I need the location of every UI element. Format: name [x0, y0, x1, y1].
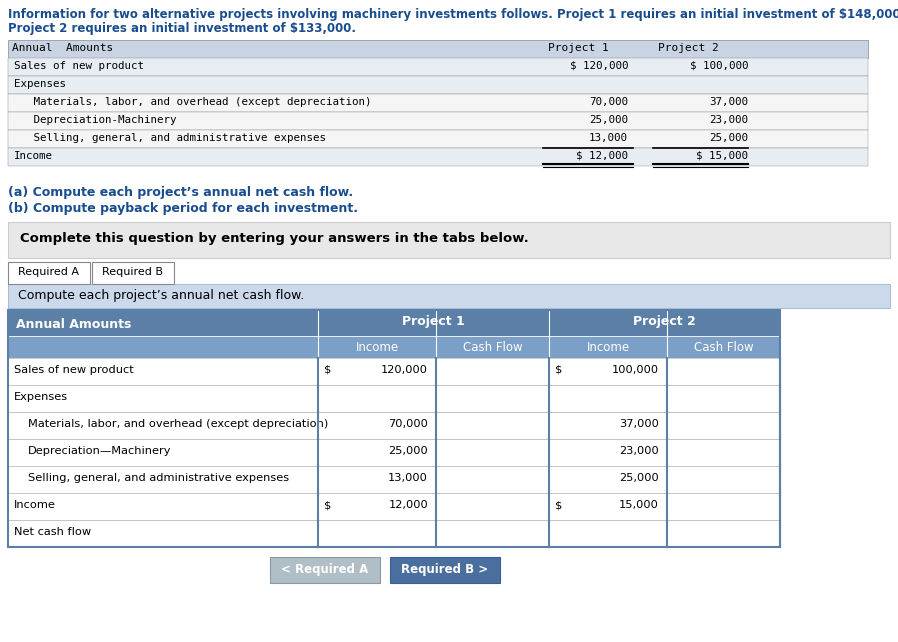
- Text: 13,000: 13,000: [589, 133, 628, 143]
- Text: 25,000: 25,000: [709, 133, 748, 143]
- Text: Selling, general, and administrative expenses: Selling, general, and administrative exp…: [28, 473, 289, 483]
- Bar: [8, 284, 890, 308]
- Text: 37,000: 37,000: [709, 97, 748, 107]
- Text: 120,000: 120,000: [381, 365, 428, 375]
- Text: Annual Amounts: Annual Amounts: [16, 318, 131, 331]
- Text: Annual  Amounts: Annual Amounts: [12, 43, 113, 53]
- Text: $: $: [324, 500, 331, 510]
- Text: (a) Compute each project’s annual net cash flow.: (a) Compute each project’s annual net ca…: [8, 186, 353, 199]
- Text: $: $: [555, 365, 562, 375]
- Text: Sales of new product: Sales of new product: [14, 61, 144, 71]
- Text: 25,000: 25,000: [388, 446, 428, 456]
- Bar: [92, 262, 174, 284]
- Text: 70,000: 70,000: [388, 419, 428, 429]
- Text: 37,000: 37,000: [619, 419, 659, 429]
- Text: $ 120,000: $ 120,000: [569, 61, 628, 71]
- Text: Expenses: Expenses: [14, 392, 68, 402]
- Text: Cash Flow: Cash Flow: [693, 341, 753, 354]
- Text: 25,000: 25,000: [589, 115, 628, 125]
- Text: Net cash flow: Net cash flow: [14, 527, 91, 537]
- Text: 25,000: 25,000: [620, 473, 659, 483]
- Text: $: $: [555, 500, 562, 510]
- Bar: [8, 112, 868, 130]
- Bar: [8, 222, 890, 258]
- Text: Sales of new product: Sales of new product: [14, 365, 134, 375]
- Bar: [8, 493, 780, 520]
- Text: 12,000: 12,000: [388, 500, 428, 510]
- Text: 70,000: 70,000: [589, 97, 628, 107]
- Bar: [8, 58, 868, 76]
- Bar: [8, 466, 780, 493]
- Text: $ 100,000: $ 100,000: [690, 61, 748, 71]
- Text: Project 1: Project 1: [402, 315, 465, 328]
- Text: $ 15,000: $ 15,000: [696, 151, 748, 161]
- Text: Information for two alternative projects involving machinery investments follows: Information for two alternative projects…: [8, 8, 898, 21]
- Text: Depreciation—Machinery: Depreciation—Machinery: [28, 446, 172, 456]
- Bar: [8, 385, 780, 412]
- Text: Cash Flow: Cash Flow: [462, 341, 523, 354]
- Text: Required A: Required A: [19, 267, 80, 277]
- Text: (b) Compute payback period for each investment.: (b) Compute payback period for each inve…: [8, 202, 358, 215]
- Text: Required B: Required B: [102, 267, 163, 277]
- Text: Materials, labor, and overhead (except depreciation): Materials, labor, and overhead (except d…: [28, 419, 329, 429]
- Bar: [8, 439, 780, 466]
- Text: Compute each project’s annual net cash flow.: Compute each project’s annual net cash f…: [18, 289, 304, 302]
- Bar: [8, 310, 780, 547]
- Text: 100,000: 100,000: [612, 365, 659, 375]
- Text: Project 1: Project 1: [548, 43, 609, 53]
- Text: 15,000: 15,000: [619, 500, 659, 510]
- Bar: [8, 358, 780, 385]
- Bar: [8, 336, 780, 358]
- Text: Materials, labor, and overhead (except depreciation): Materials, labor, and overhead (except d…: [14, 97, 372, 107]
- Text: Income: Income: [586, 341, 629, 354]
- Text: Income: Income: [14, 500, 56, 510]
- Bar: [8, 262, 90, 284]
- Text: < Required A: < Required A: [281, 563, 368, 576]
- Bar: [8, 76, 868, 94]
- Text: 23,000: 23,000: [709, 115, 748, 125]
- Bar: [8, 412, 780, 439]
- Bar: [8, 520, 780, 547]
- Text: Depreciation-Machinery: Depreciation-Machinery: [14, 115, 177, 125]
- Text: Income: Income: [14, 151, 53, 161]
- Text: Selling, general, and administrative expenses: Selling, general, and administrative exp…: [14, 133, 326, 143]
- Bar: [390, 557, 500, 583]
- Text: Required B >: Required B >: [401, 563, 489, 576]
- Text: 23,000: 23,000: [620, 446, 659, 456]
- Bar: [8, 310, 780, 336]
- Bar: [270, 557, 380, 583]
- Text: Income: Income: [356, 341, 399, 354]
- Text: Project 2: Project 2: [658, 43, 718, 53]
- Bar: [8, 148, 868, 166]
- Bar: [8, 40, 868, 58]
- Text: Project 2: Project 2: [633, 315, 696, 328]
- Text: $: $: [324, 365, 331, 375]
- Text: Expenses: Expenses: [14, 79, 66, 89]
- Text: 13,000: 13,000: [388, 473, 428, 483]
- Bar: [8, 94, 868, 112]
- Text: $ 12,000: $ 12,000: [576, 151, 628, 161]
- Text: Complete this question by entering your answers in the tabs below.: Complete this question by entering your …: [20, 232, 529, 245]
- Bar: [8, 130, 868, 148]
- Text: Project 2 requires an initial investment of $133,000.: Project 2 requires an initial investment…: [8, 22, 356, 35]
